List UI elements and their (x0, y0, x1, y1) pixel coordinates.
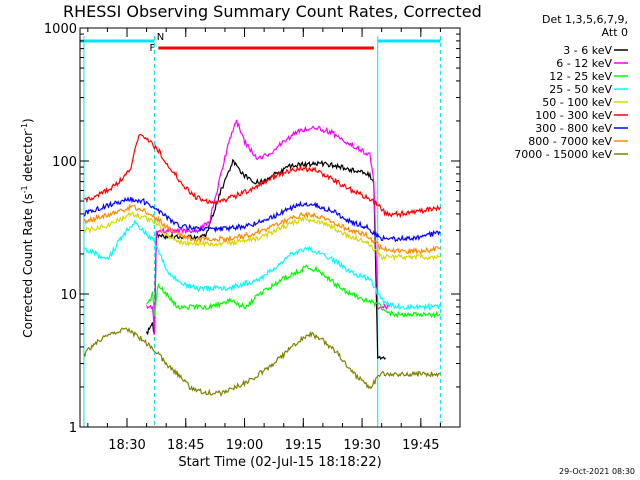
flag-label: N (157, 32, 164, 43)
y-title-end: ) (21, 118, 35, 123)
y-title-sup2: -1 (20, 123, 29, 131)
x-tick-label: 19:15 (285, 438, 322, 453)
flag-label: F (149, 43, 155, 54)
legend-label: 3 - 6 keV (563, 44, 612, 57)
series-line-2 (146, 264, 441, 319)
x-tick-label: 19:30 (343, 438, 380, 453)
series-line-1 (146, 119, 391, 335)
y-tick-label: 1000 (44, 22, 77, 37)
y-title-sup1: -1 (20, 185, 29, 193)
y-tick-label: 1 (69, 421, 77, 436)
y-tick-label: 100 (52, 155, 77, 170)
footer-timestamp: 29-Oct-2021 08:30 (559, 467, 635, 476)
y-axis-title: Corrected Count Rate (s-1 detector-1) (20, 118, 35, 337)
x-tick-label: 19:00 (226, 438, 263, 453)
legend-header-line1: Det 1,3,5,6,7,9, (542, 13, 628, 26)
y-axis: 1 10 100 1000 (44, 22, 460, 436)
legend-label: 7000 - 15000 keV (514, 148, 612, 161)
x-tick-label: 19:45 (402, 438, 439, 453)
legend-header-line2: Att 0 (602, 26, 628, 39)
flag-bars: NF (80, 32, 441, 54)
series-line-3 (83, 219, 441, 312)
chart-title: RHESSI Observing Summary Count Rates, Co… (63, 2, 482, 21)
x-axis-title: Start Time (02-Jul-15 18:18:22) (178, 455, 381, 470)
legend-label: 300 - 800 keV (535, 122, 612, 135)
legend-label: 12 - 25 keV (549, 70, 612, 83)
plot-frame (79, 27, 461, 428)
legend-label: 800 - 7000 keV (528, 135, 612, 148)
series-line-8 (83, 327, 441, 398)
legend-label: 100 - 300 keV (535, 109, 612, 122)
series-line-6 (83, 196, 441, 243)
x-axis: 18:30 18:45 19:00 19:15 19:30 19:45 (87, 28, 461, 453)
series-line-4 (83, 210, 441, 262)
legend-label: 6 - 12 keV (556, 57, 612, 70)
series-layer (83, 119, 441, 398)
x-tick-label: 18:45 (167, 438, 204, 453)
series-line-7 (83, 203, 441, 256)
x-tick-label: 18:30 (108, 438, 145, 453)
y-title-main: Corrected Count Rate (s (21, 193, 35, 337)
series-line-5 (83, 133, 441, 219)
y-title-mid: detector (21, 131, 35, 186)
vertical-markers (83, 36, 441, 427)
legend-label: 25 - 50 keV (549, 83, 612, 96)
y-tick-label: 10 (60, 288, 77, 303)
legend-label: 50 - 100 keV (542, 96, 612, 109)
